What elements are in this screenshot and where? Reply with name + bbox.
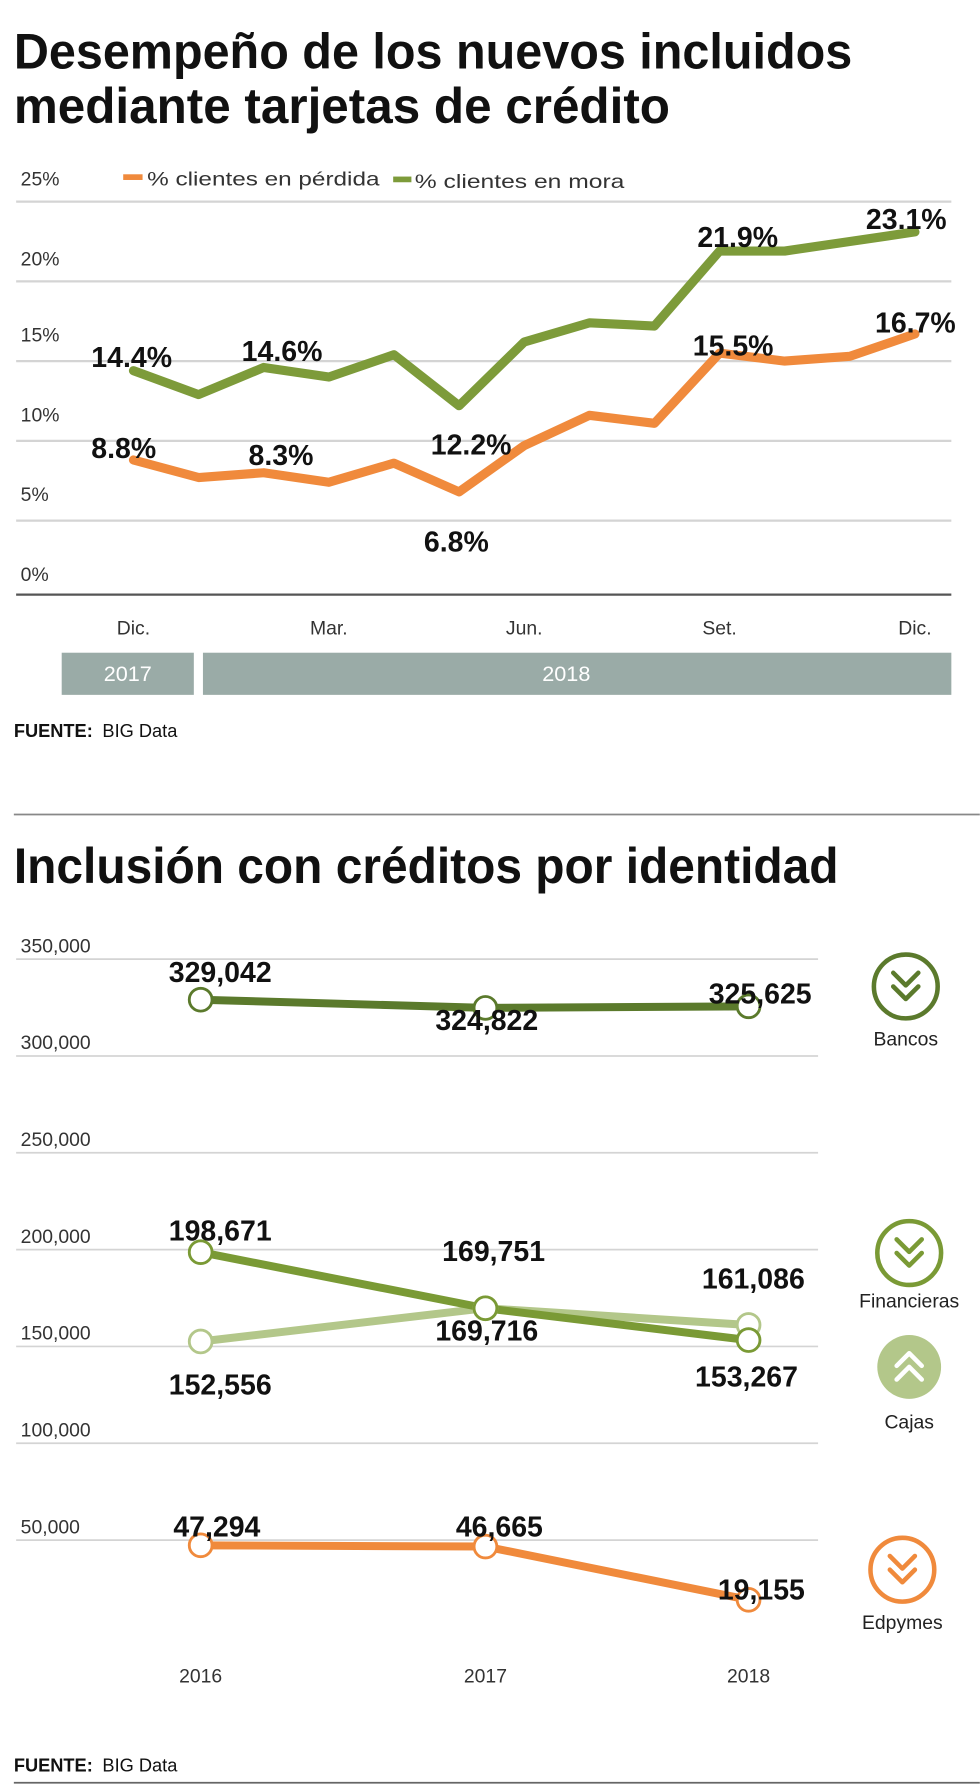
- data-label: 198,671: [169, 1216, 272, 1248]
- data-point: [187, 1532, 214, 1559]
- chart2-source: FUENTE: BIG Data: [14, 1755, 178, 1775]
- x-tick-label: 2018: [727, 1665, 770, 1687]
- legend-swatch-mora: [393, 176, 412, 183]
- data-point: [735, 993, 762, 1020]
- data-label: 325,625: [709, 979, 812, 1011]
- chevron-shape: [890, 970, 921, 988]
- chevron-shape: [894, 1250, 925, 1268]
- data-label: 152,556: [169, 1369, 272, 1401]
- y-tick-label: 100,000: [21, 1419, 91, 1441]
- series-line-mora: [128, 227, 920, 411]
- x-tick-label: 2016: [179, 1665, 222, 1687]
- data-label: 329,042: [169, 957, 272, 989]
- x-tick-label: Mar.: [310, 617, 348, 639]
- y-tick-label: 350,000: [21, 935, 91, 957]
- y-tick-label: 150,000: [21, 1323, 91, 1345]
- y-tick-label: 300,000: [21, 1032, 91, 1054]
- chart1-title-line1: Desempeño de los nuevos incluidos: [14, 23, 852, 79]
- data-label: 169,716: [435, 1316, 538, 1348]
- year-band-2017: [61, 652, 194, 695]
- legend-label-bancos: Bancos: [873, 1029, 938, 1051]
- y-tick-label: 10%: [21, 404, 60, 426]
- y-tick-label: 250,000: [21, 1129, 91, 1151]
- x-tick-label: Set.: [702, 617, 736, 639]
- source-label: FUENTE:: [14, 1755, 93, 1775]
- legend-label-perdida: % clientes en pérdida: [147, 169, 380, 191]
- x-tick-label: Dic.: [898, 617, 931, 639]
- data-point: [472, 995, 499, 1021]
- source-label: FUENTE:: [14, 721, 93, 741]
- data-label: 6.8%: [424, 526, 489, 558]
- chart2-title: Inclusión con créditos por identidad: [14, 838, 839, 894]
- y-tick-label: 5%: [21, 484, 49, 506]
- chevron-shape: [890, 984, 921, 1002]
- x-tick-label: 2017: [464, 1665, 507, 1687]
- data-label: 21.9%: [697, 222, 778, 254]
- double-chevron-down-icon: [875, 1218, 944, 1288]
- data-label: 23.1%: [866, 204, 947, 236]
- data-point: [187, 1239, 214, 1266]
- chart1-plot: 0% 5% 10% 15% 20% 25% Dic. Mar. Jun. Set. Dic. 8.8%…: [16, 169, 956, 639]
- data-label: 19,155: [718, 1574, 805, 1606]
- data-label: 46,665: [456, 1512, 543, 1544]
- legend-label-cajas: Cajas: [884, 1411, 934, 1433]
- double-chevron-down-icon: [868, 1535, 937, 1604]
- data-label: 324,822: [435, 1005, 538, 1037]
- data-point: [187, 1328, 214, 1355]
- y-tick-label: 15%: [21, 325, 60, 347]
- source-value: BIG Data: [102, 721, 178, 741]
- data-point: [472, 1533, 499, 1560]
- chart1-title-line2: mediante tarjetas de crédito: [14, 78, 670, 134]
- chart2-plot: 50,000 100,000 150,000 200,000 250,000 300,00…: [16, 935, 959, 1687]
- data-label: 12.2%: [431, 430, 512, 462]
- x-tick-label: Dic.: [117, 617, 150, 639]
- data-label: 16.7%: [875, 308, 956, 340]
- data-point: [472, 1295, 499, 1322]
- year-band-label-2018: 2018: [542, 661, 590, 686]
- legend-label-mora: % clientes en mora: [415, 171, 625, 193]
- y-tick-label: 0%: [21, 564, 49, 586]
- y-tick-label: 200,000: [21, 1226, 91, 1248]
- data-label: 14.6%: [242, 336, 323, 368]
- legend-swatch-perdida: [123, 174, 143, 180]
- y-tick-label: 20%: [21, 248, 60, 270]
- chevron-shape: [887, 1567, 918, 1585]
- double-chevron-up-icon: [877, 1335, 942, 1399]
- chart1-legend: % clientes en pérdida % clientes en mora: [123, 169, 625, 193]
- double-chevron-down-icon: [871, 952, 940, 1021]
- data-point: [735, 1327, 762, 1353]
- legend-label-edpymes: Edpymes: [862, 1612, 943, 1634]
- data-point: [735, 1587, 762, 1613]
- year-band-2018: [202, 652, 952, 695]
- year-band-label-2017: 2017: [104, 661, 152, 686]
- data-label: 161,086: [702, 1263, 805, 1295]
- data-label: 47,294: [173, 1512, 260, 1544]
- series-line-perdida: [128, 329, 920, 497]
- x-tick-label: Jun.: [506, 617, 543, 639]
- data-label: 169,751: [442, 1236, 545, 1268]
- data-label: 153,267: [695, 1361, 798, 1393]
- source-value: BIG Data: [102, 1755, 178, 1775]
- chevron-shape: [887, 1553, 918, 1571]
- data-point: [187, 986, 214, 1013]
- legend-label-financieras: Financieras: [859, 1291, 959, 1313]
- chevron-shape: [894, 1237, 925, 1255]
- y-tick-label: 50,000: [21, 1516, 80, 1538]
- data-label: 8.3%: [249, 440, 314, 472]
- data-label: 15.5%: [693, 330, 774, 362]
- chevron-shape: [894, 1350, 925, 1369]
- chart1-source: FUENTE: BIG Data: [14, 721, 178, 741]
- data-label: 8.8%: [91, 433, 156, 465]
- data-label: 14.4%: [91, 342, 172, 374]
- series-line-edpymes: [200, 1541, 750, 1604]
- y-tick-label: 25%: [21, 169, 60, 191]
- chevron-shape: [894, 1364, 925, 1382]
